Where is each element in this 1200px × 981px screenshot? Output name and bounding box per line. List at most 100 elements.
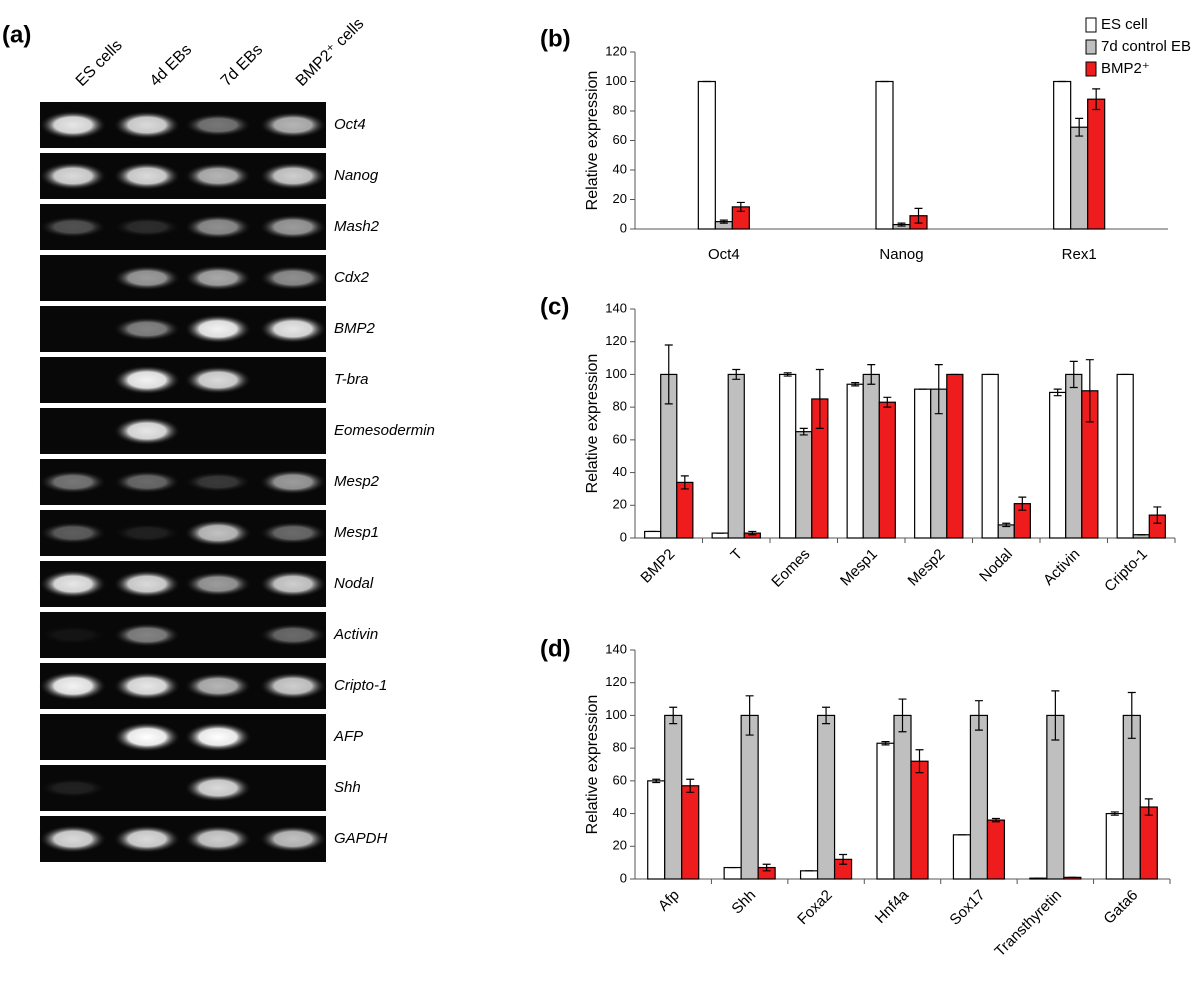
gel-band: [259, 672, 327, 700]
gene-label: GAPDH: [334, 830, 388, 847]
error-bar: [914, 207, 923, 224]
bar: [910, 760, 929, 880]
gel-band: [259, 162, 327, 190]
gene-label: Activin: [333, 626, 378, 643]
bar: [986, 819, 1006, 880]
gel-band: [113, 110, 181, 140]
bar: [644, 530, 662, 539]
bar: [664, 714, 683, 880]
error-bar: [898, 698, 907, 733]
x-tick-label: Eomes: [768, 546, 813, 591]
x-tick-label: Foxa2: [794, 887, 836, 929]
y-tick-label: 60: [613, 772, 627, 787]
gel-row: [40, 357, 326, 403]
bar: [1116, 373, 1134, 539]
error-bar: [1018, 496, 1027, 511]
error-bar: [664, 344, 673, 405]
bar: [946, 373, 964, 539]
bar: [875, 80, 894, 230]
gel-band: [113, 623, 181, 647]
legend-label: BMP2⁺: [1101, 60, 1150, 77]
y-tick-label: 140: [605, 641, 627, 656]
bar: [681, 785, 700, 880]
error-bar: [669, 706, 678, 725]
error-bar: [748, 530, 757, 536]
bar: [1087, 98, 1106, 230]
bar: [799, 870, 819, 880]
panel-label: (a): [2, 21, 31, 48]
gel-band: [184, 162, 252, 190]
error-bar: [680, 475, 689, 490]
error-bar: [867, 364, 876, 385]
error-bar: [736, 201, 745, 212]
y-tick-label: 140: [605, 300, 627, 315]
error-bar: [1069, 360, 1078, 389]
gel-band: [113, 523, 181, 543]
gel-band: [259, 111, 327, 139]
bar: [969, 714, 989, 880]
bar: [1053, 80, 1072, 230]
y-tick-label: 40: [613, 805, 627, 820]
x-tick-label: Gata6: [1100, 887, 1141, 928]
gene-label: Cdx2: [334, 269, 370, 286]
y-tick-label: 0: [620, 870, 627, 885]
error-bar: [1153, 506, 1162, 524]
gel-band: [184, 722, 252, 752]
gel-band: [259, 265, 327, 291]
x-tick-label: BMP2: [637, 546, 678, 587]
bar: [876, 742, 895, 880]
bar: [711, 532, 729, 539]
bar: [1070, 126, 1089, 230]
error-bar: [815, 368, 824, 430]
gel-band: [184, 571, 252, 597]
error-bar: [1075, 117, 1084, 137]
error-bar: [1127, 691, 1136, 739]
gel-band: [184, 314, 252, 344]
gene-label: Shh: [334, 779, 361, 796]
gel-band: [259, 623, 327, 647]
error-bar: [974, 700, 983, 731]
y-axis-label: Relative expression: [584, 354, 601, 494]
bar: [878, 401, 896, 539]
legend-swatch: [1085, 39, 1097, 55]
gel-band: [184, 825, 252, 853]
bar: [893, 714, 912, 880]
gel-band: [113, 416, 181, 446]
y-tick-label: 40: [613, 464, 627, 479]
error-bar: [934, 364, 943, 415]
bar: [647, 780, 666, 880]
error-bar: [851, 382, 860, 387]
bar: [981, 373, 999, 539]
gel-band: [113, 265, 181, 291]
gel-band: [39, 671, 107, 701]
error-bar: [881, 741, 890, 746]
gene-label: Mesp1: [334, 524, 379, 541]
x-tick-label: T: [727, 546, 746, 565]
gel-band: [184, 214, 252, 240]
x-tick-label: Oct4: [708, 246, 740, 263]
bar: [676, 481, 694, 539]
x-tick-label: Mesp2: [905, 546, 949, 590]
gel-band: [113, 722, 181, 752]
gel-band: [39, 110, 107, 140]
gel-band: [259, 570, 327, 598]
gene-label: Mash2: [334, 218, 380, 235]
gene-label: Eomesodermin: [334, 422, 435, 439]
gene-label: Cripto-1: [334, 677, 387, 694]
legend-label: ES cell: [1101, 16, 1148, 33]
gene-label: T-bra: [334, 371, 368, 388]
y-axis-label: Relative expression: [584, 695, 601, 835]
gel-row: [40, 714, 326, 760]
gel-band: [113, 161, 181, 191]
gene-label: Oct4: [334, 116, 366, 133]
error-bar: [1002, 522, 1011, 528]
x-tick-label: Rex1: [1062, 246, 1097, 263]
panel-label: (b): [540, 25, 571, 52]
bar: [727, 373, 745, 539]
error-bar: [686, 778, 695, 793]
y-tick-label: 0: [620, 220, 627, 235]
lane-label: 7d EBs: [218, 41, 267, 90]
gel-band: [39, 569, 107, 599]
